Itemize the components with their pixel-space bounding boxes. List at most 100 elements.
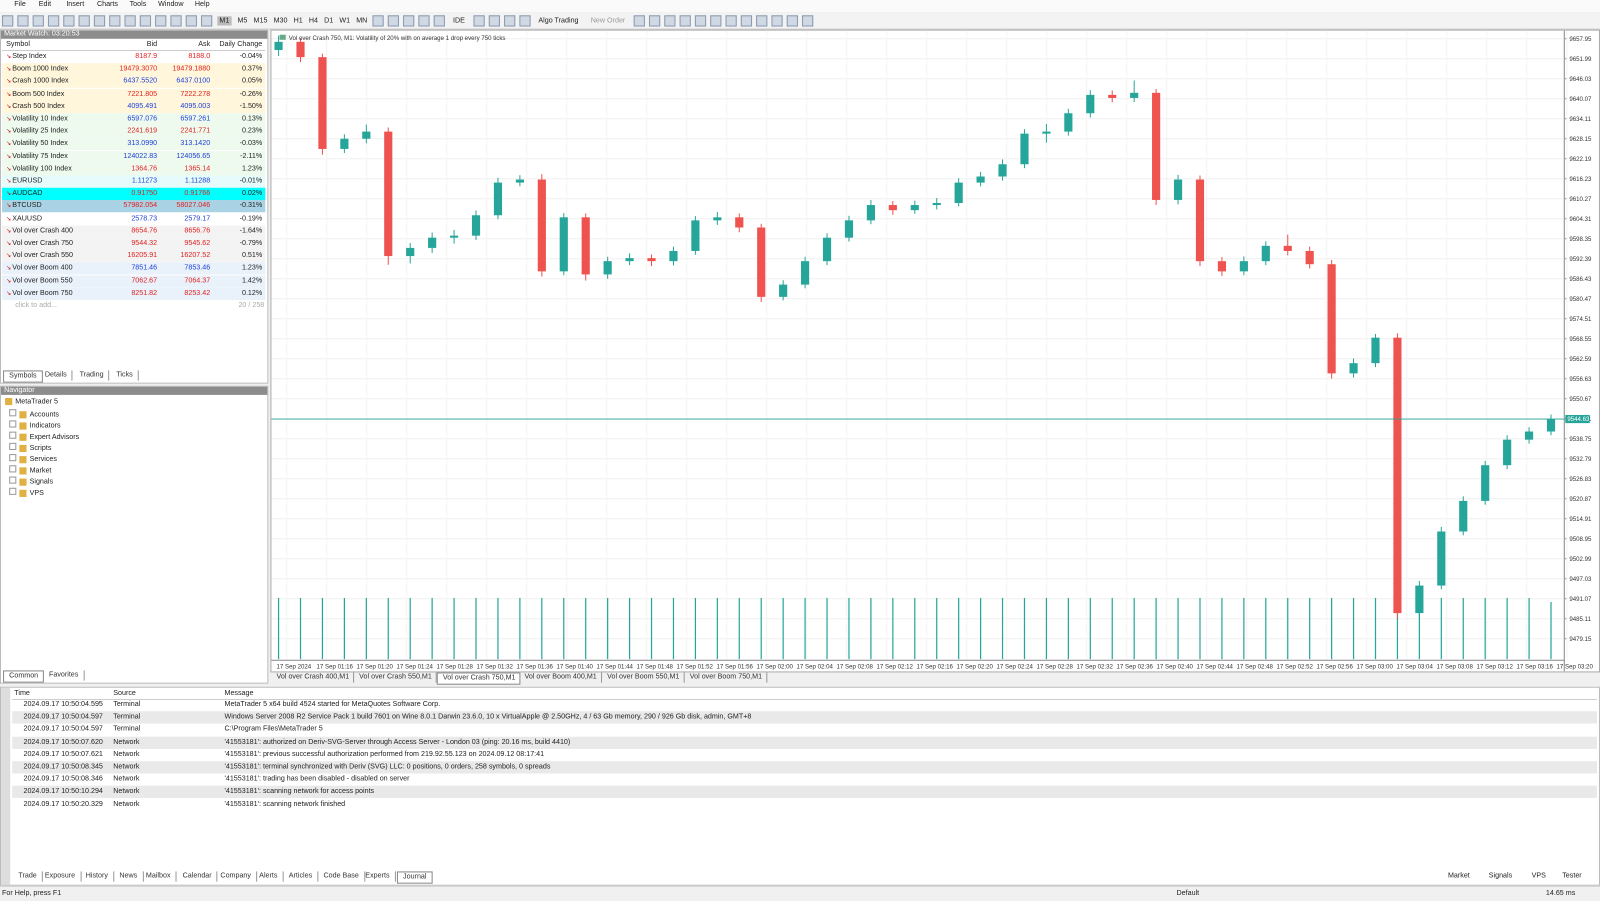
toolbox-tab[interactable]: Calendar <box>178 871 218 882</box>
symbol-row[interactable]: ↘Boom 1000 Index 19479.3070 19479.1880 0.37… <box>2 63 266 76</box>
ide-button[interactable]: IDE <box>453 16 465 24</box>
toolbox-tab[interactable]: History <box>81 871 115 882</box>
timeframe-button[interactable]: W1 <box>339 16 351 24</box>
toolbar-icon[interactable] <box>372 14 384 27</box>
symbol-row[interactable]: ↘EURUSD 1.11273 1.11288 -0.01% <box>2 175 266 188</box>
symbol-row[interactable]: ↘Step Index 8187.9 8188.0 -0.04% <box>2 51 265 63</box>
chart-tab[interactable]: Vol over Crash 750,M1 <box>436 672 521 685</box>
tree-expander[interactable] <box>9 476 17 484</box>
toolbox-tab[interactable]: Experts <box>360 871 396 882</box>
toolbox-tab[interactable]: Code Base <box>318 871 365 882</box>
toolbar-icon[interactable] <box>633 14 645 27</box>
tree-item[interactable]: Signals <box>9 476 53 486</box>
timeframe-button[interactable]: M15 <box>253 16 268 24</box>
add-symbol-hint[interactable]: click to add... <box>15 302 57 310</box>
menu-item[interactable]: Edit <box>38 1 52 9</box>
service-tab[interactable]: VPS <box>1531 872 1546 880</box>
toolbar-icon[interactable] <box>139 14 152 27</box>
toolbox-tab[interactable]: Trade <box>13 871 43 882</box>
tree-item[interactable]: Accounts <box>9 409 59 418</box>
toolbar-icon[interactable] <box>664 14 676 27</box>
toolbar-icon[interactable] <box>418 14 430 27</box>
toolbar-icon[interactable] <box>17 14 29 27</box>
toolbar-icon[interactable] <box>801 14 814 27</box>
tree-item[interactable]: Expert Advisors <box>9 431 79 441</box>
new-order-button[interactable]: New Order <box>590 16 626 24</box>
symbol-row[interactable]: ↘Volatility 25 Index 2241.619 2241.771 0.23… <box>2 125 266 138</box>
symbol-row[interactable]: ↘Vol over Boom 750 8251.82 8253.42 0.12% <box>2 287 266 300</box>
toolbox-tab[interactable]: Exposure <box>40 871 82 882</box>
panel-tab[interactable]: Trading <box>74 370 110 381</box>
tree-item[interactable]: MetaTrader 5 <box>5 397 58 405</box>
tree-item[interactable]: Indicators <box>9 420 61 430</box>
symbol-row[interactable]: ↘Volatility 10 Index 6597.076 6597.261 0.13… <box>2 113 266 126</box>
chart-tab[interactable]: Vol over Crash 550,M1 <box>354 672 437 683</box>
toolbar-icon[interactable] <box>725 14 737 27</box>
toolbox-tab[interactable]: Company <box>215 871 258 882</box>
panel-tab[interactable]: Ticks <box>111 370 139 381</box>
toolbar-icon[interactable] <box>433 14 445 27</box>
toolbar-icon[interactable] <box>63 14 75 27</box>
tree-expander[interactable] <box>9 431 17 439</box>
panel-tab[interactable]: Details <box>40 370 73 381</box>
chart-tab[interactable]: Vol over Boom 750,M1 <box>685 672 768 683</box>
chart-tab[interactable]: Vol over Crash 400,M1 <box>271 672 355 683</box>
algo-trading-button[interactable]: Algo Trading <box>538 16 579 24</box>
toolbar-icon[interactable] <box>47 14 60 27</box>
tree-item[interactable]: Services <box>9 454 57 463</box>
timeframe-button[interactable]: M30 <box>273 16 288 24</box>
timeframe-button[interactable]: H1 <box>293 16 303 24</box>
toolbar-icon[interactable] <box>2 14 14 27</box>
tree-item[interactable]: Market <box>9 465 51 474</box>
menu-item[interactable]: Charts <box>96 1 118 9</box>
toolbar-icon[interactable] <box>185 14 197 27</box>
menu-item[interactable]: Tools <box>129 1 147 9</box>
toolbox-tab[interactable]: Journal <box>396 871 433 884</box>
toolbar-icon[interactable] <box>124 14 136 27</box>
toolbar-icon[interactable] <box>93 14 106 27</box>
tree-item[interactable]: VPS <box>9 487 44 497</box>
toolbar-icon[interactable] <box>740 14 752 27</box>
symbol-row[interactable]: ↘XAUUSD 2578.73 2579.17 -0.19% <box>2 213 265 225</box>
toolbar-icon[interactable] <box>679 14 691 27</box>
timeframe-button[interactable]: D1 <box>324 16 334 24</box>
menu-item[interactable]: Window <box>158 1 184 9</box>
toolbar-icon[interactable] <box>403 14 415 27</box>
toolbar-icon[interactable] <box>519 14 531 27</box>
toolbar-icon[interactable] <box>503 14 515 27</box>
toolbox-tab[interactable]: Mailbox <box>141 871 177 882</box>
symbol-row[interactable]: ↘Volatility 75 Index 124022.83 124056.65 -2… <box>2 150 266 163</box>
symbol-row[interactable]: ↘Crash 1000 Index 6437.5520 6437.0100 0.05% <box>2 75 266 89</box>
toolbar-icon[interactable] <box>786 14 798 27</box>
toolbar-icon[interactable] <box>170 14 182 27</box>
toolbar-icon[interactable] <box>694 14 706 27</box>
symbol-row[interactable]: ↘Volatility 100 Index 1364.76 1365.14 1.23% <box>2 163 266 176</box>
symbol-row[interactable]: ↘Vol over Boom 400 7851.46 7853.46 1.23% <box>2 262 266 275</box>
timeframe-button[interactable]: M1 <box>217 15 232 25</box>
symbol-row[interactable]: ↘Vol over Crash 550 16205.91 16207.52 0.51% <box>2 250 266 263</box>
toolbar-icon[interactable] <box>648 14 660 27</box>
panel-tab[interactable]: Common <box>3 670 45 683</box>
tree-expander[interactable] <box>9 487 17 495</box>
panel-tab[interactable]: Symbols <box>3 370 43 383</box>
toolbar-icon[interactable] <box>473 14 485 27</box>
timeframe-button[interactable]: H4 <box>308 16 318 24</box>
panel-tab[interactable]: Favorites <box>44 670 85 681</box>
tree-expander[interactable] <box>9 465 17 473</box>
service-tab[interactable]: Tester <box>1562 872 1582 880</box>
chart-tab[interactable]: Vol over Boom 400,M1 <box>519 672 603 683</box>
symbol-row[interactable]: ↘Vol over Crash 750 9544.32 9545.62 -0.79% <box>2 237 266 250</box>
tree-expander[interactable] <box>9 409 17 417</box>
toolbar-icon[interactable] <box>709 14 722 27</box>
symbol-row[interactable]: ↘Vol over Boom 550 7062.67 7064.37 1.42% <box>2 275 266 288</box>
timeframe-button[interactable]: M5 <box>237 16 248 24</box>
toolbox-tab[interactable]: Alerts <box>254 871 284 882</box>
tree-item[interactable]: Scripts <box>9 442 51 452</box>
toolbar-icon[interactable] <box>32 14 44 27</box>
toolbar-icon[interactable] <box>387 14 399 27</box>
service-tab[interactable]: Signals <box>1488 872 1513 880</box>
service-tab[interactable]: Market <box>1447 872 1470 880</box>
toolbar-icon[interactable] <box>201 14 213 27</box>
symbol-row[interactable]: ↘Vol over Crash 400 8654.76 8656.76 -1.64% <box>2 225 266 238</box>
tree-expander[interactable] <box>9 442 17 450</box>
